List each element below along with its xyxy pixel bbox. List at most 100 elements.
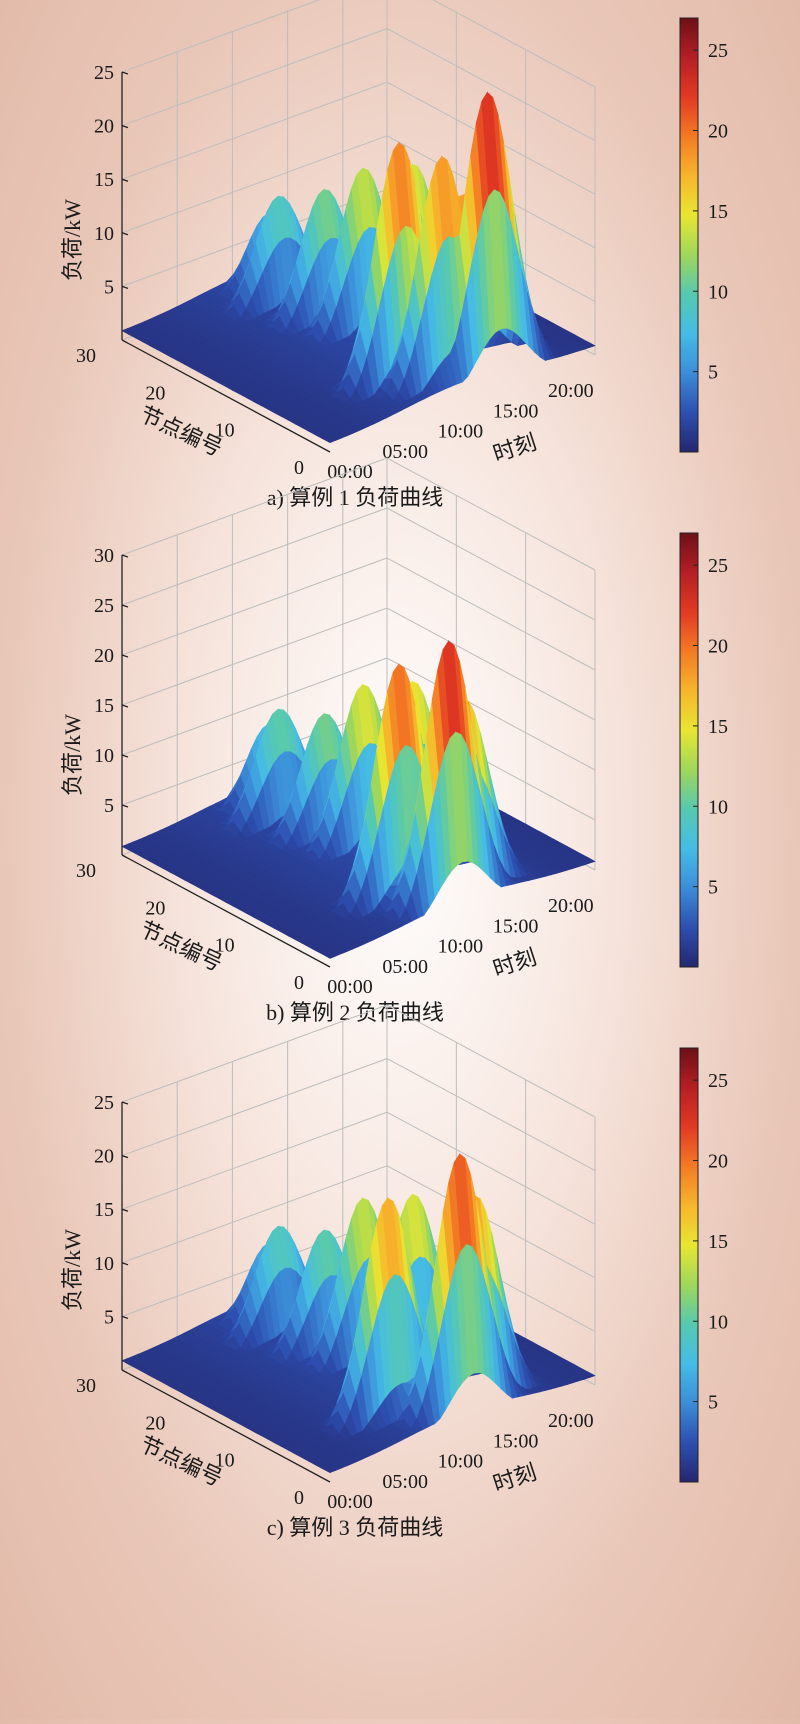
time-tick-label: 00:00 (327, 1491, 373, 1513)
z-tick (121, 124, 129, 129)
z-tick (121, 1315, 129, 1320)
caption: b) 算例 2 负荷曲线 (266, 1000, 444, 1025)
node-tick-label: 0 (294, 1487, 304, 1509)
time-axis-label: 时刻 (490, 1459, 540, 1496)
time-tick-label: 10:00 (438, 936, 484, 958)
colorbar-tick-label: 25 (708, 40, 728, 62)
colorbar-tick-label: 15 (708, 201, 728, 223)
z-tick (121, 654, 129, 658)
node-tick-label: 10 (215, 935, 235, 957)
node-axis (121, 854, 331, 968)
time-tick-label: 05:00 (382, 441, 428, 463)
z-tick (121, 178, 129, 182)
colorbar-tick-label: 20 (708, 121, 728, 143)
node-tick-label: 30 (76, 345, 96, 367)
time-tick-label: 15:00 (493, 915, 539, 937)
z-tick-label: 20 (94, 645, 114, 667)
time-tick-label: 15:00 (493, 400, 539, 422)
colorbar: 5 10 15 20 25 (679, 1047, 728, 1483)
z-tick (121, 1154, 129, 1159)
colorbar-scale (679, 532, 699, 968)
z-tick (121, 604, 129, 608)
node-tick-label: 30 (76, 860, 96, 882)
node-tick-label: 20 (145, 897, 165, 919)
surface (121, 1153, 596, 1474)
z-tick (121, 554, 129, 558)
surface-chart-1: 510152025010203000:0005:0010:0015:0020:0… (60, 0, 728, 510)
grid-line (121, 28, 596, 142)
node-axis (121, 339, 331, 453)
axes: 510152025010203000:0005:0010:0015:0020:0… (76, 62, 594, 483)
z-tick-label: 5 (104, 276, 114, 298)
surface-patch (581, 857, 596, 864)
grid-line (121, 0, 596, 88)
colorbar-scale (679, 1047, 699, 1483)
z-tick-label: 30 (94, 545, 114, 567)
time-tick-label: 10:00 (438, 1451, 484, 1473)
z-tick-label: 10 (94, 223, 114, 245)
z-axis-label: 负荷/kW (60, 714, 85, 796)
z-tick-label: 15 (94, 169, 114, 191)
time-axis-label: 时刻 (490, 944, 540, 981)
colorbar-tick-label: 20 (708, 636, 728, 658)
surface (121, 640, 596, 959)
time-tick-label: 20:00 (548, 1410, 594, 1432)
colorbar-tick-label: 15 (708, 716, 728, 738)
surface (121, 91, 596, 444)
z-tick-label: 5 (104, 795, 114, 817)
surface-chart-3: 5 10 15 20 25 0 10 20 30 00:00 05:00 10:00 15:00 20:0… (60, 1004, 728, 1540)
time-tick-label: 05:00 (382, 956, 428, 978)
colorbar-tick-label: 20 (708, 1151, 728, 1173)
colorbar-tick-label: 25 (708, 555, 728, 577)
z-tick-label: 25 (94, 595, 114, 617)
node-tick-label: 30 (76, 1375, 96, 1397)
node-tick-label: 20 (145, 382, 165, 404)
time-tick-label: 10:00 (438, 421, 484, 443)
z-tick-label: 25 (94, 1092, 114, 1114)
colorbar-tick-label: 5 (708, 362, 718, 384)
surface-patch (581, 341, 596, 348)
time-axis-label: 时刻 (490, 429, 540, 466)
axes: 5 10 15 20 25 30 0 10 20 30 00:00 05:00 10:00 15:00 20… (76, 545, 594, 998)
node-tick-label: 10 (215, 420, 235, 442)
node-tick-label: 0 (294, 972, 304, 994)
z-tick (121, 704, 129, 708)
colorbar-scale (679, 17, 699, 453)
z-tick-label: 5 (104, 1306, 114, 1328)
z-axis-label: 负荷/kW (60, 199, 85, 281)
node-tick-label: 0 (294, 457, 304, 479)
z-tick (121, 71, 129, 75)
colorbar-tick-label: 10 (708, 1311, 728, 1333)
caption: a) 算例 1 负荷曲线 (267, 485, 444, 510)
z-tick (121, 1262, 129, 1266)
surface-chart-2: 5 10 15 20 25 30 0 10 20 30 00:00 05:00 10:00 15:00 20… (60, 457, 728, 1025)
time-tick-label: 20:00 (548, 380, 594, 402)
time-tick-label: 05:00 (382, 1471, 428, 1493)
z-tick (121, 804, 129, 808)
z-tick (121, 285, 129, 290)
time-tick-label: 20:00 (548, 895, 594, 917)
node-axis-label: 节点编号 (136, 1431, 226, 1491)
colorbar-tick-label: 5 (708, 877, 718, 899)
colorbar-tick-label: 5 (708, 1392, 718, 1414)
z-tick (121, 1208, 129, 1212)
z-tick-label: 25 (94, 62, 114, 84)
node-axis-label: 节点编号 (136, 401, 226, 461)
colorbar-tick-label: 15 (708, 1231, 728, 1253)
z-tick (121, 754, 129, 758)
time-tick-label: 15:00 (493, 1430, 539, 1452)
z-tick-label: 10 (94, 1253, 114, 1275)
grid-line (121, 507, 596, 621)
colorbar-tick-label: 10 (708, 796, 728, 818)
colorbar-tick-label: 10 (708, 281, 728, 303)
z-tick-label: 20 (94, 1146, 114, 1168)
caption: c) 算例 3 负荷曲线 (267, 1515, 444, 1540)
colorbar: 5 10 15 20 25 (679, 532, 728, 968)
colorbar-tick-label: 25 (708, 1070, 728, 1092)
z-tick (121, 1101, 129, 1105)
z-axis-label: 负荷/kW (60, 1229, 85, 1311)
z-tick-label: 10 (94, 745, 114, 767)
colorbar: 5 10 15 20 25 (679, 17, 728, 453)
